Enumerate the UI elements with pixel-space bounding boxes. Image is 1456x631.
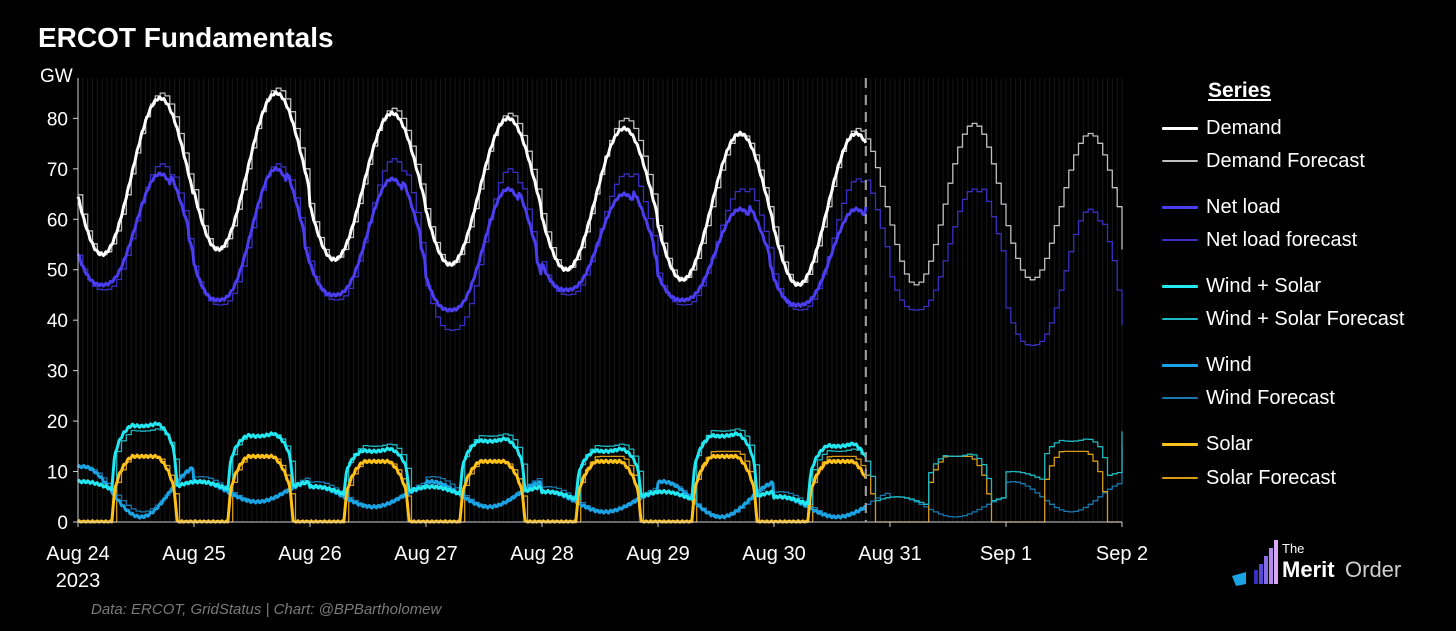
legend-item: Net load xyxy=(1162,195,1281,219)
legend-label: Net load forecast xyxy=(1206,228,1358,251)
legend-item: Wind + Solar Forecast xyxy=(1162,307,1404,331)
x-tick-label: Aug 24 xyxy=(46,543,109,565)
y-tick-label: 60 xyxy=(47,210,68,231)
y-tick-label: 50 xyxy=(47,261,68,282)
legend-label: Wind xyxy=(1206,353,1252,376)
chart-title: ERCOT Fundamentals xyxy=(38,22,334,53)
series-demand xyxy=(76,90,868,287)
x-tick-label: Aug 28 xyxy=(510,543,573,565)
brand-bar xyxy=(1259,564,1263,584)
legend-label: Wind + Solar xyxy=(1206,274,1322,297)
legend-item: Demand xyxy=(1162,116,1282,140)
legend-item: Wind xyxy=(1162,353,1252,377)
x-tick-label: Aug 25 xyxy=(162,543,225,565)
legend-item: Solar xyxy=(1162,432,1253,456)
legend-swatch xyxy=(1162,284,1198,288)
brand-accent xyxy=(1232,572,1246,586)
legend-swatch xyxy=(1162,363,1198,367)
legend-item: Demand Forecast xyxy=(1162,149,1365,173)
legend-label: Demand Forecast xyxy=(1206,149,1365,172)
legend-item: Wind + Solar xyxy=(1162,274,1321,298)
x-tick-label: Aug 29 xyxy=(626,543,689,565)
brand-bar xyxy=(1269,548,1273,584)
x-year-label: 2023 xyxy=(56,570,101,592)
y-tick-label: 20 xyxy=(47,412,68,433)
brand-bars-icon xyxy=(1232,540,1278,586)
legend-label: Demand xyxy=(1206,116,1282,139)
y-tick-label: 70 xyxy=(47,160,68,181)
legend-label: Solar Forecast xyxy=(1206,466,1337,489)
legend-swatch xyxy=(1162,442,1198,446)
brand-order: Order xyxy=(1345,557,1402,582)
x-tick-label: Aug 30 xyxy=(742,543,805,565)
axes: 0 10 20 30 40 50 60 70 80 Aug 24 Aug 25 Aug 26 Aug 2… xyxy=(46,78,1148,592)
legend-swatch xyxy=(1162,160,1198,162)
y-tick-label: 30 xyxy=(47,362,68,383)
source-credit: Data: ERCOT, GridStatus | Chart: @BPBart… xyxy=(91,601,442,618)
legend-label: Net load xyxy=(1206,195,1281,218)
brand-merit: Merit xyxy=(1282,557,1335,582)
x-tick-label: Sep 1 xyxy=(980,543,1032,565)
x-tick-label: Aug 27 xyxy=(394,543,457,565)
series-solar xyxy=(76,453,868,524)
legend-swatch xyxy=(1162,126,1198,130)
x-tick-label: Sep 2 xyxy=(1096,543,1148,565)
legend-item: Net load forecast xyxy=(1162,228,1357,252)
legend-item: Solar Forecast xyxy=(1162,466,1336,490)
brand-bar xyxy=(1264,556,1268,584)
legend-swatch xyxy=(1162,239,1198,241)
y-tick-label: 80 xyxy=(47,109,68,130)
legend-label: Wind + Solar Forecast xyxy=(1206,307,1405,330)
y-tick-label: 0 xyxy=(57,513,68,534)
y-axis-label: GW xyxy=(40,66,73,87)
brand-logo: The Merit Order xyxy=(1232,540,1422,586)
legend-title: Series xyxy=(1208,79,1272,102)
series-net xyxy=(76,166,868,313)
legend-label: Wind Forecast xyxy=(1206,386,1335,409)
legend-swatch xyxy=(1162,318,1198,320)
brand-bar xyxy=(1274,540,1278,584)
legend-swatch xyxy=(1162,477,1198,479)
legend-item: Wind Forecast xyxy=(1162,386,1335,410)
x-tick-label: Aug 31 xyxy=(858,543,921,565)
y-tick-label: 10 xyxy=(47,463,68,484)
brand-the: The xyxy=(1282,541,1305,556)
legend-swatch xyxy=(1162,397,1198,399)
series-ws xyxy=(76,421,868,506)
legend-label: Solar xyxy=(1206,432,1253,455)
y-tick-label: 40 xyxy=(47,311,68,332)
legend-swatch xyxy=(1162,205,1198,209)
x-tick-label: Aug 26 xyxy=(278,543,341,565)
brand-bar xyxy=(1254,570,1258,584)
grid-lines xyxy=(77,78,1123,522)
